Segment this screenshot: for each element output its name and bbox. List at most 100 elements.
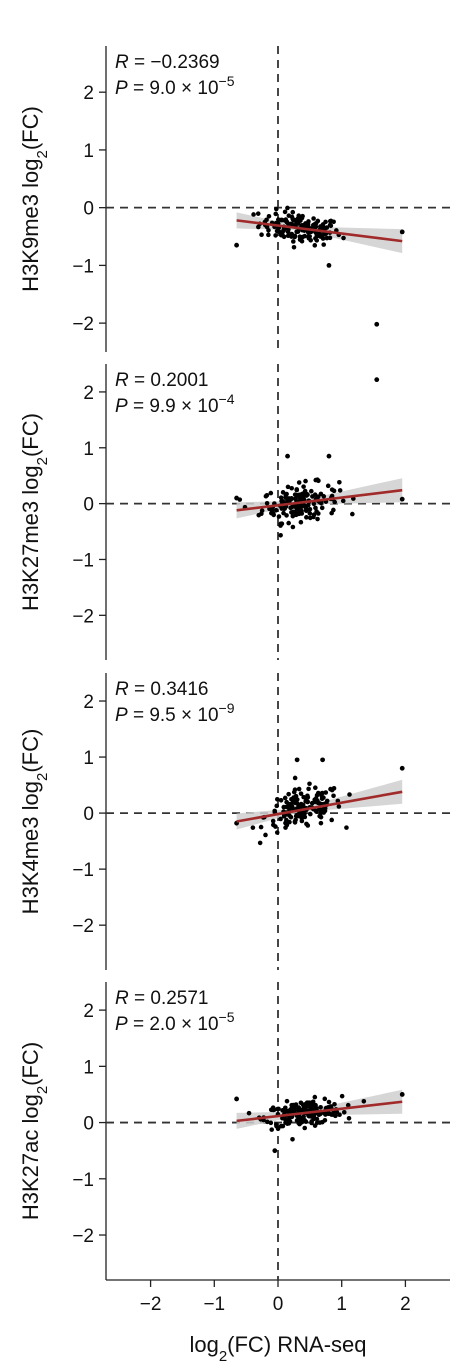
data-point bbox=[296, 1120, 301, 1126]
data-point bbox=[305, 502, 311, 508]
y-axis-label: H3K27ac log2(FC) bbox=[18, 1042, 51, 1220]
data-point bbox=[264, 493, 270, 498]
data-point bbox=[322, 1096, 328, 1102]
data-point bbox=[333, 1113, 338, 1119]
data-point bbox=[303, 478, 308, 484]
data-point bbox=[286, 791, 291, 797]
data-point bbox=[296, 813, 302, 819]
data-point bbox=[276, 514, 282, 519]
data-point bbox=[318, 814, 324, 820]
data-point bbox=[268, 490, 274, 496]
data-point bbox=[340, 498, 346, 504]
data-point bbox=[234, 495, 239, 501]
data-point bbox=[251, 212, 256, 217]
data-point bbox=[341, 235, 346, 241]
data-point bbox=[274, 796, 280, 802]
y-axis-label: H3K9me3 log2(FC) bbox=[18, 106, 51, 292]
data-point bbox=[331, 488, 337, 494]
data-point bbox=[336, 804, 342, 809]
data-point bbox=[290, 513, 296, 519]
stat-p: P = 9.0 × 10−5 bbox=[115, 73, 235, 99]
data-point bbox=[312, 797, 318, 803]
data-point bbox=[285, 453, 290, 459]
data-point bbox=[361, 1098, 367, 1104]
y-tick-label: 1 bbox=[83, 141, 94, 162]
data-point bbox=[290, 524, 296, 530]
data-point bbox=[281, 226, 287, 232]
data-point bbox=[318, 807, 323, 813]
data-point bbox=[339, 1093, 345, 1099]
x-tick-label: −1 bbox=[203, 1294, 225, 1315]
data-point bbox=[308, 811, 313, 817]
data-point bbox=[246, 1110, 252, 1116]
data-point bbox=[289, 796, 294, 802]
data-point bbox=[309, 800, 315, 806]
x-axis-label: log2(FC) RNA-seq bbox=[189, 1332, 366, 1365]
data-point bbox=[314, 1120, 320, 1126]
data-point bbox=[280, 490, 286, 495]
data-point bbox=[283, 495, 288, 500]
y-tick-label: 2 bbox=[83, 383, 94, 404]
data-point bbox=[307, 234, 312, 239]
y-tick-label: 1 bbox=[83, 1057, 94, 1078]
data-point bbox=[275, 1106, 280, 1112]
data-point bbox=[345, 1102, 351, 1108]
data-point bbox=[284, 817, 289, 823]
data-point bbox=[255, 211, 261, 216]
data-point bbox=[341, 1110, 347, 1115]
data-point bbox=[286, 227, 291, 232]
data-point bbox=[291, 239, 296, 244]
data-point bbox=[303, 1119, 309, 1124]
confidence-band bbox=[236, 1089, 403, 1129]
y-tick-label: −1 bbox=[72, 550, 94, 571]
data-point bbox=[282, 1109, 287, 1114]
data-point bbox=[313, 236, 318, 241]
data-point bbox=[283, 825, 288, 830]
data-point bbox=[399, 765, 405, 771]
data-point bbox=[299, 511, 305, 516]
data-point bbox=[298, 791, 304, 796]
data-point bbox=[326, 262, 332, 268]
data-point bbox=[328, 218, 334, 224]
data-point bbox=[305, 799, 310, 805]
data-point bbox=[250, 825, 256, 830]
data-point bbox=[313, 505, 318, 511]
data-point bbox=[259, 232, 264, 238]
y-tick-label: −2 bbox=[72, 916, 94, 937]
data-point bbox=[304, 515, 309, 520]
y-tick-label: 1 bbox=[83, 748, 94, 769]
data-point bbox=[290, 1136, 295, 1142]
y-axis-label: H3K4me3 log2(FC) bbox=[18, 729, 51, 915]
data-point bbox=[282, 795, 288, 801]
data-point bbox=[316, 511, 321, 516]
data-point bbox=[296, 213, 302, 218]
x-tick-label: 0 bbox=[273, 1294, 284, 1315]
data-point bbox=[279, 232, 284, 238]
stat-r: R = 0.3416 bbox=[115, 679, 209, 700]
y-tick-label: 2 bbox=[83, 83, 94, 104]
data-point bbox=[301, 484, 306, 489]
data-point bbox=[299, 215, 305, 221]
data-point bbox=[285, 484, 291, 490]
data-point bbox=[298, 801, 304, 807]
data-point bbox=[273, 507, 279, 513]
data-point bbox=[299, 495, 305, 501]
data-point bbox=[350, 511, 355, 517]
y-tick-label: −2 bbox=[72, 1226, 94, 1247]
data-point bbox=[264, 500, 270, 506]
data-point bbox=[294, 797, 300, 802]
data-point bbox=[296, 786, 302, 792]
data-point bbox=[311, 501, 317, 507]
data-point bbox=[274, 206, 279, 212]
data-point bbox=[293, 1104, 299, 1109]
data-point bbox=[292, 775, 298, 781]
data-point bbox=[313, 224, 319, 230]
data-point bbox=[292, 787, 298, 792]
data-point bbox=[284, 1098, 290, 1104]
data-point bbox=[294, 487, 300, 493]
data-point bbox=[289, 496, 294, 501]
data-point bbox=[265, 1119, 270, 1125]
data-point bbox=[259, 508, 265, 513]
data-point bbox=[332, 499, 338, 505]
data-point bbox=[315, 494, 321, 499]
